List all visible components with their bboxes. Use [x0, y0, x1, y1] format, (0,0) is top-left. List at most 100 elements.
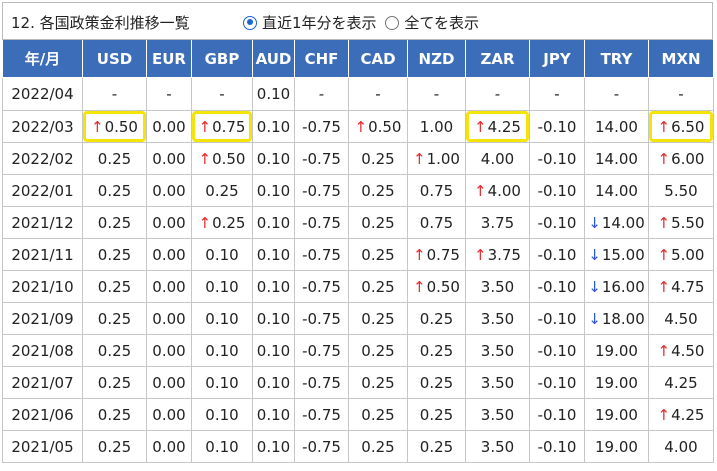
rate-cell: 0.10	[252, 398, 295, 431]
rate-cell: 0.25	[348, 238, 408, 271]
table-row: 2021/09 0.25 0.00 0.10 0.10 -0.75 0.25 0.25 3.50…	[2, 302, 714, 335]
month-cell: 2021/05	[2, 430, 83, 463]
cell-value: 0.25	[97, 245, 132, 264]
rate-cell: 4.00	[648, 430, 714, 463]
column-header-aud: AUD	[252, 40, 295, 78]
cell-value: -	[318, 85, 325, 103]
rate-cell: -0.10	[529, 334, 585, 367]
cell-value: 0.25	[97, 341, 132, 360]
cell-value: 4.25	[671, 405, 705, 424]
cell-value: 2022/03	[11, 117, 74, 136]
cell-value: 3.50	[480, 405, 515, 424]
arrow-up-icon: ↑	[657, 117, 671, 136]
cell-value: -0.10	[537, 245, 577, 264]
cell-value: 4.25	[487, 117, 521, 136]
rate-cell: -	[348, 77, 408, 111]
rate-cell: 0.25	[82, 270, 147, 303]
cell-value: 0.25	[97, 149, 132, 168]
rate-cell: 0.25	[348, 366, 408, 399]
rate-cell: ↑4.25	[648, 398, 714, 431]
cell-value: -0.10	[537, 405, 577, 424]
cell-value: 0.25	[97, 373, 132, 392]
month-cell: 2021/11	[2, 238, 83, 271]
cell-value: 0.00	[152, 117, 186, 136]
rate-cell: 0.75	[407, 206, 466, 239]
radio-recent-year[interactable]: 直近1年分を表示	[243, 12, 377, 33]
rate-cell: ↑0.50	[191, 142, 253, 175]
table-row: 2022/04 - - - 0.10 - - - - - - -	[2, 77, 714, 111]
cell-value: 0.10	[256, 117, 291, 136]
rate-cell: 0.10	[252, 142, 295, 175]
rate-cell: -	[584, 77, 649, 111]
rate-cell: 14.00	[584, 110, 649, 143]
rate-cell: ↑3.75	[465, 238, 530, 271]
radio-checked-icon[interactable]	[243, 15, 257, 30]
arrow-down-icon: ↓	[588, 245, 601, 264]
cell-value: 14.00	[595, 149, 638, 168]
cell-value: 0.25	[97, 437, 132, 456]
column-header-cad: CAD	[348, 40, 408, 78]
cell-value: 3.50	[480, 277, 515, 296]
cell-value: -	[494, 85, 501, 103]
table-row: 2021/11 0.25 0.00 0.10 0.10 -0.75 0.25 ↑0.75 ↑3.…	[2, 238, 714, 271]
rate-cell: 0.25	[407, 366, 466, 399]
rate-cell: 0.00	[146, 142, 192, 175]
radio-show-all[interactable]: 全てを表示	[385, 12, 479, 33]
cell-value: 14.00	[595, 117, 638, 136]
cell-value: 0.10	[256, 405, 291, 424]
rate-cell: -0.10	[529, 174, 585, 207]
rate-cell: 0.10	[191, 430, 253, 463]
rate-cell: 0.00	[146, 430, 192, 463]
cell-value: 6.00	[671, 149, 705, 168]
cell-value: 0.25	[212, 213, 246, 232]
rate-cell: 0.25	[348, 206, 408, 239]
cell-value: 3.50	[480, 341, 515, 360]
cell-value: -0.75	[302, 373, 341, 392]
rate-cell: 0.10	[252, 174, 295, 207]
cell-value: 0.10	[205, 373, 239, 392]
arrow-down-icon: ↓	[588, 309, 601, 328]
cell-value: 0.00	[152, 437, 186, 456]
table-row: 2022/01 0.25 0.00 0.25 0.10 -0.75 0.25 0.75 ↑4.0…	[2, 174, 714, 207]
cell-value: 16.00	[601, 277, 645, 296]
arrow-up-icon: ↑	[413, 277, 426, 296]
cell-value: 19.00	[595, 341, 638, 360]
cell-value: 0.25	[97, 181, 132, 200]
cell-value: 5.50	[664, 181, 698, 200]
rate-cell: -	[648, 77, 714, 111]
cell-value: -0.75	[302, 309, 341, 328]
rate-cell: 0.00	[146, 110, 192, 143]
cell-value: 0.25	[361, 277, 395, 296]
radio-unchecked-icon[interactable]	[385, 15, 400, 30]
rate-cell: -	[294, 77, 349, 111]
month-cell: 2022/02	[2, 142, 83, 175]
rate-cell: 0.25	[348, 174, 408, 207]
rate-cell: -	[465, 77, 530, 111]
rate-cell: 0.10	[252, 238, 295, 271]
month-cell: 2022/04	[2, 77, 83, 111]
cell-value: 5.50	[671, 213, 705, 232]
rate-cell: 0.10	[252, 334, 295, 367]
cell-value: 0.25	[361, 149, 395, 168]
cell-value: -0.10	[537, 149, 577, 168]
rate-cell: -0.75	[294, 398, 349, 431]
cell-value: 2022/04	[11, 85, 74, 103]
table-header-row: 年/月 USD EUR GBP AUD CHF CAD NZD ZAR JPY TRY MXN	[2, 40, 714, 78]
cell-value: 0.00	[152, 181, 186, 200]
rate-cell: ↑6.50	[648, 110, 714, 143]
rate-cell: 0.00	[146, 302, 192, 335]
rate-cell: 0.10	[191, 366, 253, 399]
rate-cell: -0.10	[529, 270, 585, 303]
cell-value: 0.10	[205, 341, 239, 360]
month-cell: 2021/08	[2, 334, 83, 367]
rate-cell: -0.75	[294, 302, 349, 335]
cell-value: 0.50	[104, 117, 138, 136]
arrow-up-icon: ↑	[657, 149, 671, 168]
column-header-chf: CHF	[294, 40, 349, 78]
cell-value: 18.00	[601, 309, 645, 328]
rate-cell: 0.25	[407, 334, 466, 367]
rate-cell: -0.10	[529, 142, 585, 175]
table-row: 2021/07 0.25 0.00 0.10 0.10 -0.75 0.25 0.25 3.50…	[2, 366, 714, 399]
cell-value: -0.75	[302, 277, 341, 296]
rate-cell: -0.75	[294, 366, 349, 399]
